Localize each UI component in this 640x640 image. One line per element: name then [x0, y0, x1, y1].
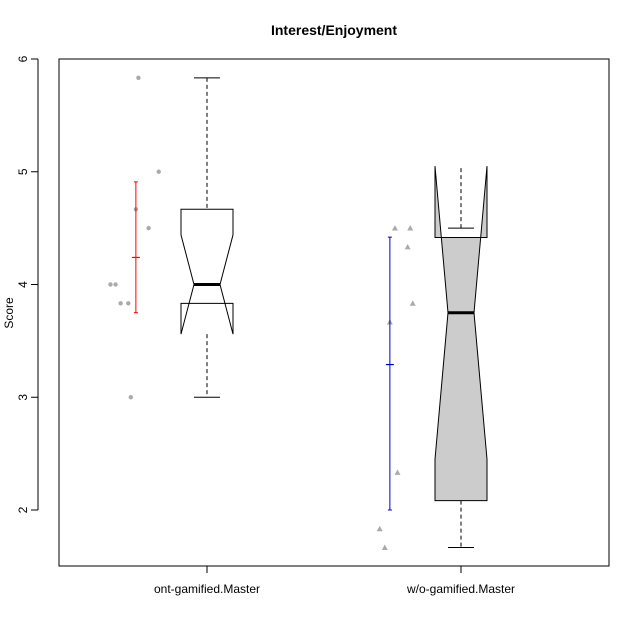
x-tick-label: ont-gamified.Master	[154, 582, 260, 596]
y-tick-label: 3	[16, 394, 30, 401]
y-axis-title: Score	[2, 297, 16, 329]
y-tick-label: 4	[16, 281, 30, 288]
data-point	[404, 243, 411, 250]
x-tick-label: w/o-gamified.Master	[406, 582, 515, 596]
plot-frame	[58, 58, 610, 567]
notched-box	[180, 208, 234, 335]
notched-box	[434, 166, 488, 502]
y-axis: 2 3 4 5 6	[16, 55, 39, 513]
y-tick-label: 6	[16, 55, 30, 62]
data-point	[126, 301, 131, 306]
data-point	[391, 225, 398, 231]
data-point	[136, 75, 141, 81]
data-point	[146, 225, 151, 231]
data-point	[394, 469, 401, 475]
box-group	[108, 75, 234, 400]
data-point	[128, 395, 133, 400]
box-group	[376, 166, 488, 550]
data-point	[118, 301, 123, 306]
data-point	[407, 225, 414, 231]
data-point	[381, 544, 388, 550]
data-point	[376, 525, 383, 532]
data-point	[409, 300, 416, 306]
data-point	[113, 282, 118, 287]
chart-title: Interest/Enjoyment	[271, 22, 397, 38]
data-point	[108, 282, 113, 287]
box-groups	[108, 75, 488, 550]
y-tick-label: 2	[16, 506, 30, 513]
data-point	[156, 169, 161, 174]
x-axis: ont-gamified.Master w/o-gamified.Master	[154, 565, 515, 596]
y-tick-label: 5	[16, 168, 30, 175]
